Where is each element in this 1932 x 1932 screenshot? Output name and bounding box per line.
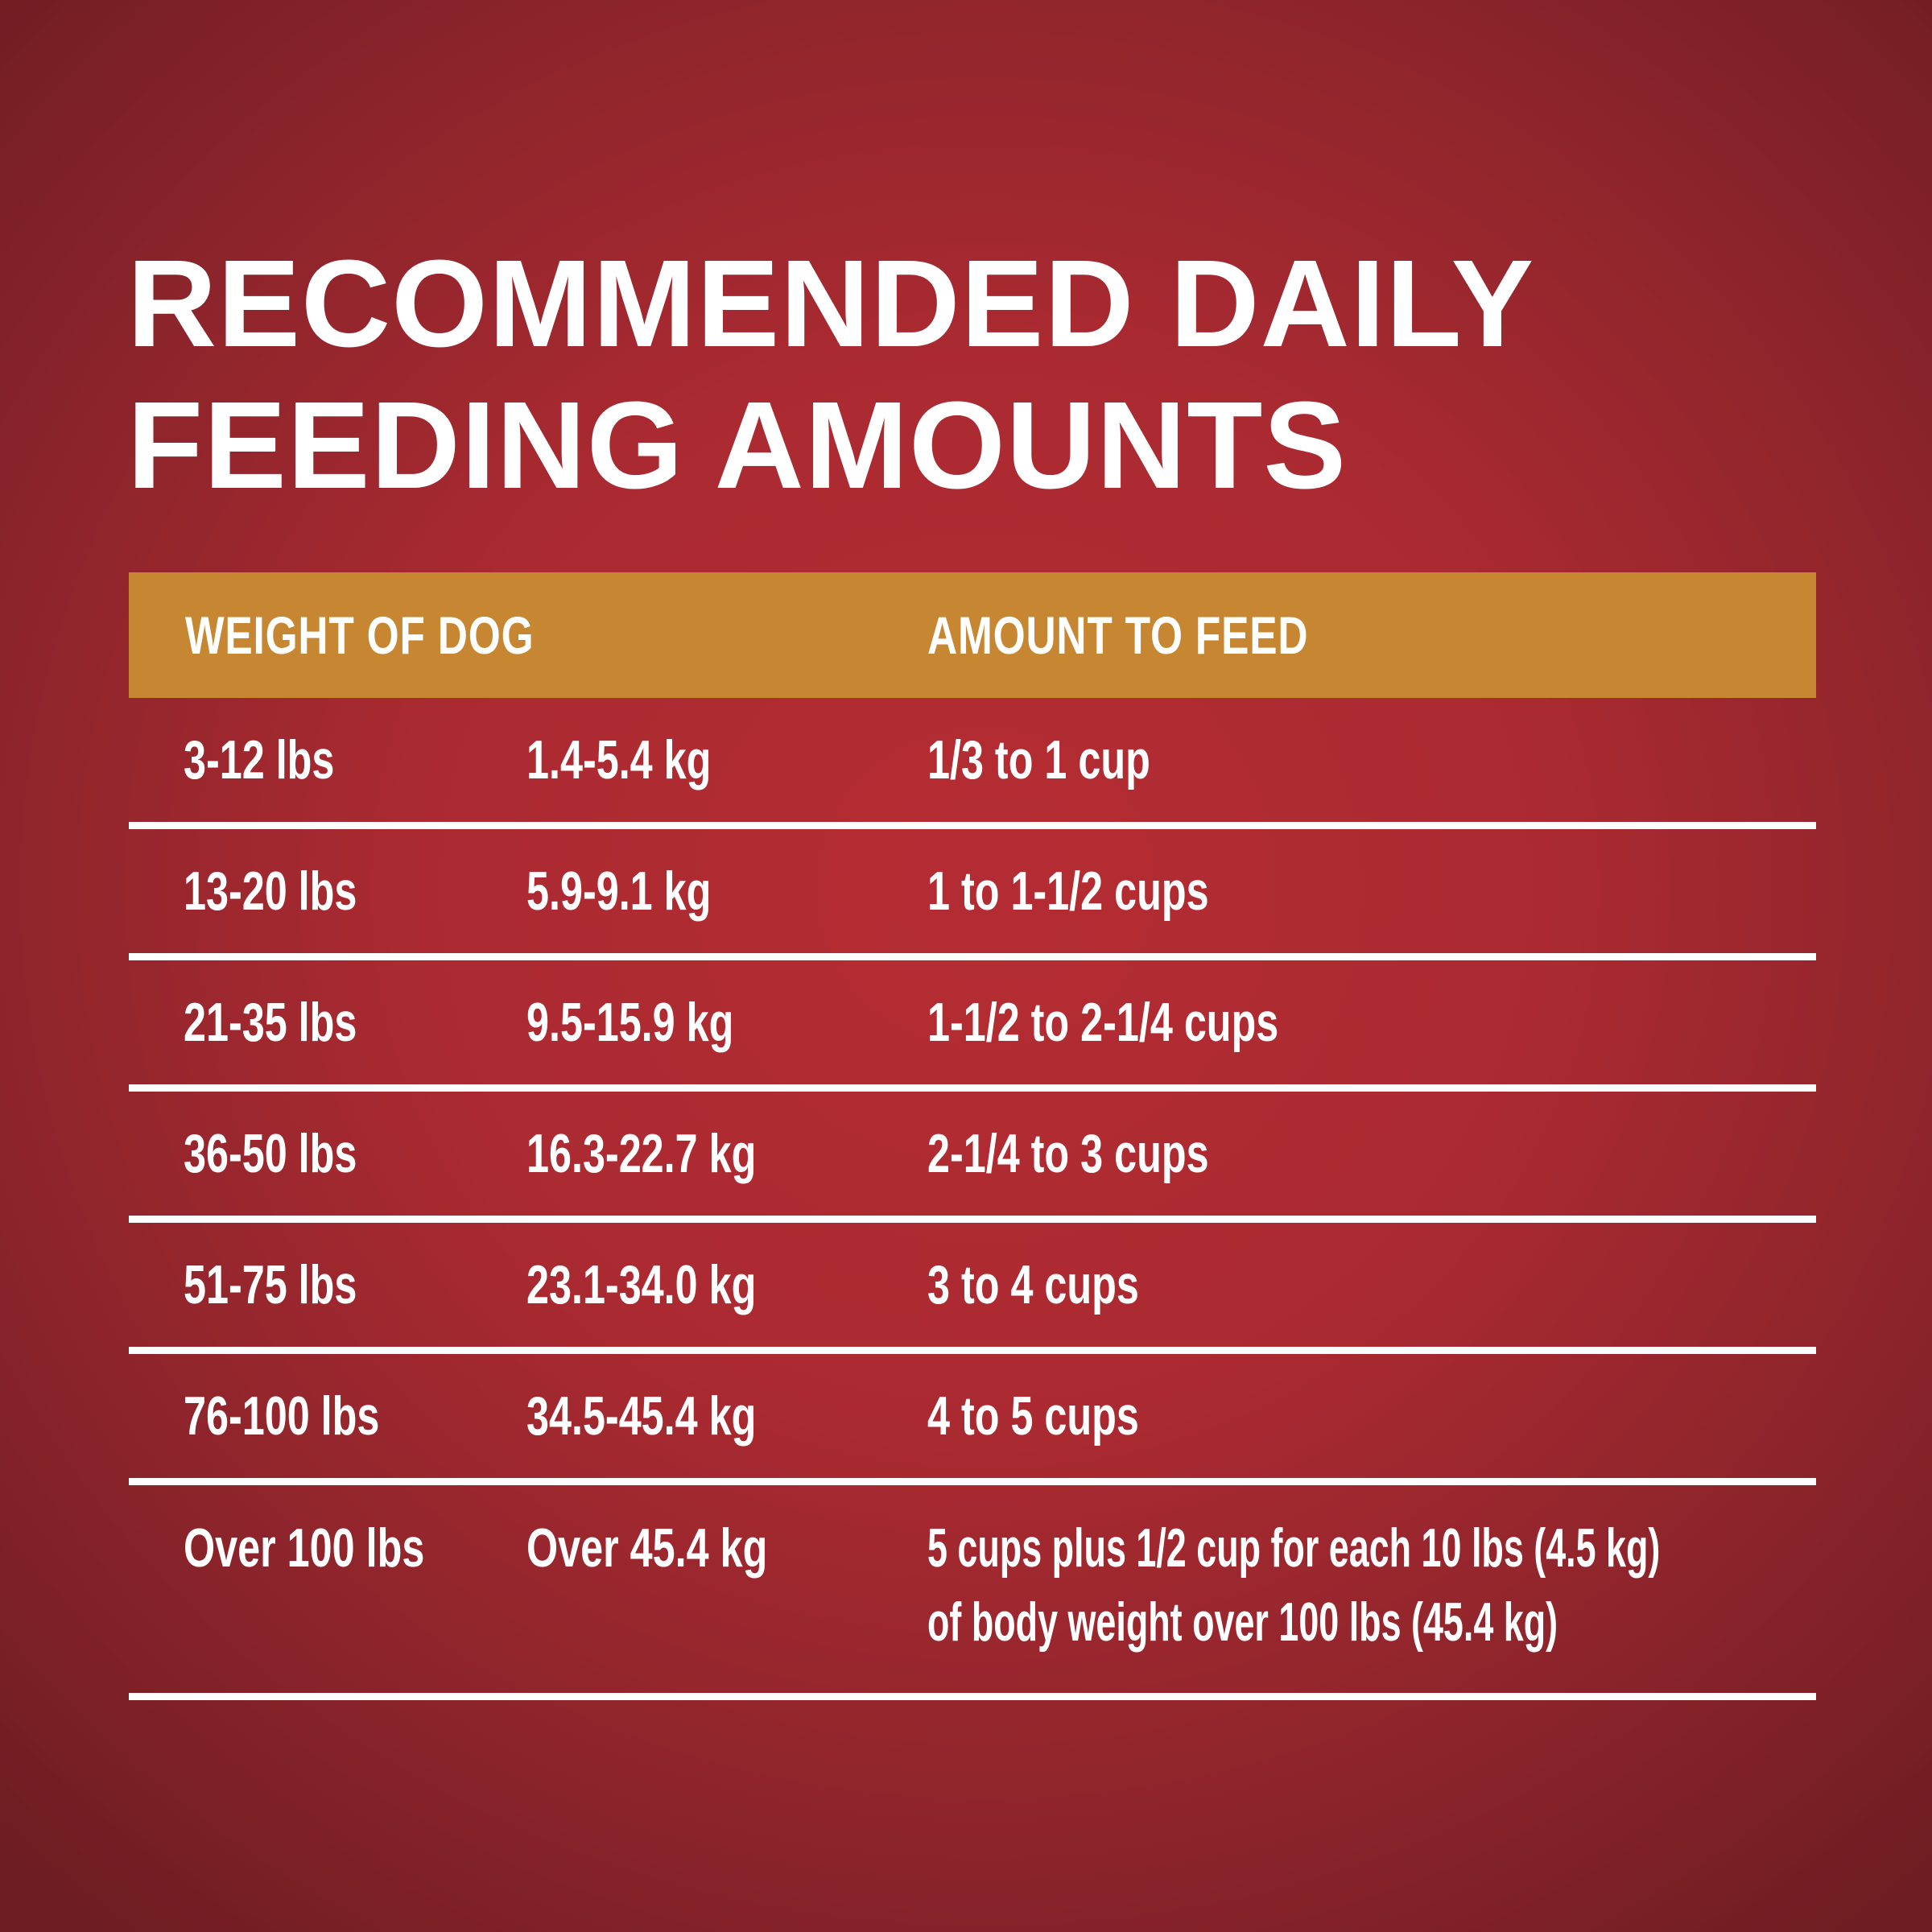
header-weight-of-dog: WEIGHT OF DOG bbox=[185, 605, 535, 665]
cell-amount-line-1: 5 cups plus 1/2 cup for each 10 lbs (4.5… bbox=[927, 1517, 1661, 1579]
cell-amount: 1 to 1-1/2 cups bbox=[927, 861, 1209, 922]
cell-amount: 1/3 to 1 cup bbox=[927, 729, 1150, 791]
cell-amount: 3 to 4 cups bbox=[927, 1254, 1139, 1315]
cell-weight-lbs: 3-12 lbs bbox=[184, 729, 335, 791]
cell-amount: 2-1/4 to 3 cups bbox=[927, 1123, 1209, 1184]
cell-weight-kg: 23.1-34.0 kg bbox=[526, 1254, 757, 1315]
cell-weight-lbs: 51-75 lbs bbox=[184, 1254, 357, 1315]
cell-weight-kg: 34.5-45.4 kg bbox=[526, 1385, 757, 1447]
page-title: RECOMMENDED DAILY FEEDING AMOUNTS bbox=[127, 233, 1534, 516]
cell-weight-kg: Over 45.4 kg bbox=[526, 1517, 768, 1579]
cell-weight-lbs: 21-35 lbs bbox=[184, 992, 357, 1053]
cell-weight-kg: 16.3-22.7 kg bbox=[526, 1123, 757, 1184]
cell-weight-lbs: 13-20 lbs bbox=[184, 861, 357, 922]
cell-weight-lbs: 36-50 lbs bbox=[184, 1123, 357, 1184]
table-row: 21-35 lbs 9.5-15.9 kg 1-1/2 to 2-1/4 cup… bbox=[129, 960, 1816, 1092]
table-header-bar: WEIGHT OF DOG AMOUNT TO FEED bbox=[129, 572, 1816, 698]
table-row: 13-20 lbs 5.9-9.1 kg 1 to 1-1/2 cups bbox=[129, 829, 1816, 960]
table-row: 36-50 lbs 16.3-22.7 kg 2-1/4 to 3 cups bbox=[129, 1092, 1816, 1223]
cell-weight-lbs: Over 100 lbs bbox=[184, 1517, 425, 1579]
title-line-1: RECOMMENDED DAILY bbox=[127, 234, 1535, 373]
feeding-table: WEIGHT OF DOG AMOUNT TO FEED 3-12 lbs 1.… bbox=[129, 572, 1816, 1700]
cell-amount: 1-1/2 to 2-1/4 cups bbox=[927, 992, 1279, 1053]
table-row: 76-100 lbs 34.5-45.4 kg 4 to 5 cups bbox=[129, 1354, 1816, 1485]
cell-amount: 4 to 5 cups bbox=[927, 1385, 1139, 1447]
table-row: Over 100 lbs Over 45.4 kg 5 cups plus 1/… bbox=[129, 1485, 1816, 1700]
cell-amount: 5 cups plus 1/2 cup for each 10 lbs (4.5… bbox=[927, 1511, 1932, 1659]
header-amount-to-feed: AMOUNT TO FEED bbox=[927, 605, 1309, 665]
cell-weight-lbs: 76-100 lbs bbox=[184, 1385, 380, 1447]
title-line-2: FEEDING AMOUNTS bbox=[127, 376, 1348, 514]
cell-weight-kg: 9.5-15.9 kg bbox=[526, 992, 734, 1053]
table-row: 3-12 lbs 1.4-5.4 kg 1/3 to 1 cup bbox=[129, 698, 1816, 829]
cell-weight-kg: 5.9-9.1 kg bbox=[526, 861, 712, 922]
cell-amount-line-2: of body weight over 100 lbs (45.4 kg) bbox=[927, 1591, 1558, 1653]
table-row: 51-75 lbs 23.1-34.0 kg 3 to 4 cups bbox=[129, 1223, 1816, 1354]
cell-weight-kg: 1.4-5.4 kg bbox=[526, 729, 712, 791]
